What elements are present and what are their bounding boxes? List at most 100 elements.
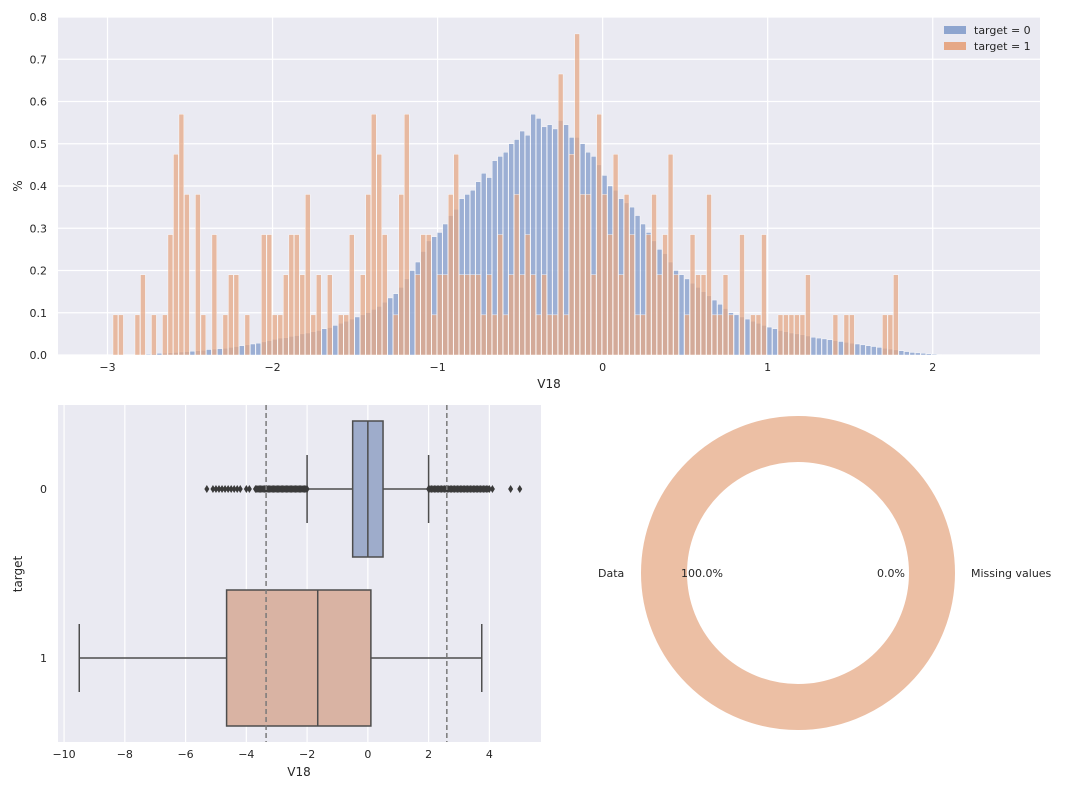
boxplot-outlier: [489, 485, 495, 493]
histogram-bar-target-1: [662, 234, 668, 356]
donut-value-data: 100.0%: [681, 567, 723, 580]
boxplot-outlier: [234, 485, 240, 493]
histogram-bar-target-1: [327, 274, 333, 356]
histogram-bar-target-1: [706, 194, 712, 356]
histogram-bar-target-0: [926, 353, 932, 356]
histogram-x-tick-label: 2: [929, 361, 936, 374]
histogram-bar-target-1: [722, 274, 729, 356]
histogram-bar-target-0: [838, 341, 844, 356]
histogram-bar-target-1: [711, 314, 718, 356]
histogram-bar-target-1: [640, 314, 646, 356]
boxplot-outlier: [246, 485, 252, 493]
boxplot-x-tick-label: −2: [299, 748, 315, 761]
histogram-bar-target-0: [860, 344, 866, 356]
histogram-bar-target-1: [832, 314, 839, 356]
histogram-bar-target-1: [244, 314, 251, 356]
histogram-bar-target-1: [893, 274, 899, 356]
histogram-bar-target-1: [552, 314, 558, 356]
legend-label-target-1: target = 1: [974, 40, 1031, 53]
histogram-bar-target-0: [744, 318, 751, 356]
histogram-bar-target-1: [118, 314, 124, 356]
histogram-bar-target-0: [810, 337, 817, 356]
histogram-bar-target-1: [464, 274, 470, 356]
histogram-bar-target-1: [178, 113, 185, 356]
histogram-x-ticks: −3 −2 −1 0 1 2: [99, 361, 936, 374]
histogram-bar-target-0: [876, 347, 883, 356]
histogram-bar-target-1: [557, 73, 564, 356]
histogram-bar-target-1: [112, 314, 119, 356]
histogram-bar-target-1: [497, 234, 503, 356]
histogram-bar-target-0: [156, 353, 163, 356]
histogram-bar-target-1: [794, 314, 800, 356]
histogram-x-tick-label: −2: [264, 361, 280, 374]
histogram-bar-target-1: [739, 234, 745, 356]
legend-label-target-0: target = 0: [974, 24, 1031, 37]
histogram-y-tick-label: 0.7: [30, 53, 48, 66]
histogram-bar-target-0: [920, 353, 927, 356]
histogram-bar-target-1: [475, 274, 481, 356]
boxplot-x-tick-label: −10: [52, 748, 75, 761]
histogram-bar-target-1: [222, 314, 229, 356]
histogram-bar-target-1: [162, 314, 168, 356]
legend-swatch-target-0: [944, 26, 966, 34]
histogram-bar-target-1: [134, 314, 141, 356]
histogram-bar-target-1: [431, 314, 437, 356]
histogram-bar-target-1: [415, 274, 421, 356]
histogram-bar-target-1: [799, 314, 806, 356]
histogram-bar-target-1: [420, 234, 426, 356]
histogram-bar-target-0: [816, 337, 822, 356]
boxplot-outlier: [237, 485, 243, 493]
histogram-bar-target-1: [695, 274, 701, 356]
histogram-bar-target-1: [338, 314, 344, 356]
histogram-bar-target-0: [678, 274, 685, 356]
histogram-bar-target-0: [871, 346, 877, 356]
boxplot-outlier: [508, 485, 514, 493]
histogram-y-tick-label: 0.8: [30, 11, 48, 24]
histogram-bar-target-1: [579, 194, 586, 356]
histogram-bar-target-1: [750, 314, 756, 356]
histogram-bar-target-1: [761, 234, 767, 356]
histogram-bar-target-0: [189, 350, 196, 356]
boxplot-outlier: [517, 485, 523, 493]
histogram-y-tick-label: 0.0: [30, 349, 48, 362]
histogram-bar-target-1: [448, 194, 454, 356]
histogram-bar-target-0: [909, 352, 916, 356]
histogram-bar-target-1: [783, 314, 789, 356]
histogram-bar-target-1: [849, 314, 855, 356]
boxplot-outlier: [213, 485, 219, 493]
histogram-x-axis-label: V18: [537, 377, 560, 391]
boxplot-x-tick-label: 0: [364, 748, 371, 761]
boxplot-outlier: [219, 485, 225, 493]
histogram-bar-target-0: [145, 353, 152, 356]
histogram-bar-target-1: [398, 194, 404, 356]
histogram-bar-target-1: [728, 314, 734, 356]
histogram-bar-target-1: [563, 314, 569, 356]
histogram-bar-target-1: [272, 314, 278, 356]
boxplot-marks: [78, 405, 523, 742]
histogram-bar-target-1: [299, 274, 305, 356]
boxplot-x-axis-label: V18: [287, 765, 310, 779]
histogram-bar-target-1: [173, 154, 179, 356]
histogram-bar-target-1: [437, 274, 443, 356]
boxplot-y-tick-label: 0: [40, 483, 47, 496]
histogram-bar-target-1: [618, 274, 624, 356]
histogram-bar-target-1: [266, 234, 272, 356]
histogram-bar-target-1: [585, 194, 591, 356]
histogram-bar-target-1: [442, 274, 448, 356]
histogram-bar-target-0: [915, 352, 921, 356]
histogram-bar-target-1: [470, 274, 476, 356]
boxplot-outlier: [222, 485, 228, 493]
histogram-bar-target-0: [217, 348, 223, 356]
boxplot-x-tick-label: −4: [238, 748, 254, 761]
histogram-y-tick-label: 0.5: [30, 138, 48, 151]
boxplot-y-tick-label: 1: [40, 652, 47, 665]
histogram-bar-target-1: [316, 274, 322, 356]
boxplot-outlier: [216, 485, 222, 493]
boxplot-box-1: [225, 589, 372, 727]
histogram-bar-target-1: [371, 113, 377, 356]
histogram-bar-target-1: [684, 314, 690, 356]
histogram-bar-target-1: [492, 314, 498, 356]
histogram-bar-target-1: [519, 274, 525, 356]
histogram-bar-target-1: [568, 154, 575, 356]
histogram-bar-target-1: [228, 274, 234, 356]
